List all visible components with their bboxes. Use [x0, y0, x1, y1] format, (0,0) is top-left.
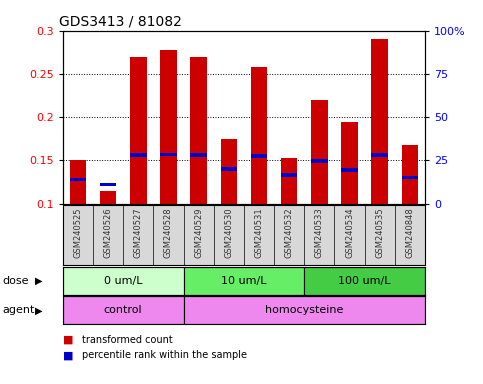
- Text: GSM240534: GSM240534: [345, 207, 354, 258]
- Bar: [221, 167, 237, 170]
- Text: GSM240526: GSM240526: [103, 207, 113, 258]
- Bar: [70, 161, 86, 204]
- Text: 10 um/L: 10 um/L: [221, 276, 267, 286]
- Bar: [70, 177, 86, 181]
- Text: ▶: ▶: [35, 276, 43, 286]
- Bar: [184, 267, 304, 295]
- Bar: [190, 153, 207, 157]
- Text: GSM240527: GSM240527: [134, 207, 143, 258]
- Bar: [160, 152, 177, 156]
- Bar: [221, 139, 237, 204]
- Bar: [100, 183, 116, 186]
- Text: ▶: ▶: [35, 305, 43, 315]
- Bar: [251, 154, 267, 158]
- Text: GSM240848: GSM240848: [405, 207, 414, 258]
- Text: agent: agent: [2, 305, 35, 315]
- Text: control: control: [104, 305, 142, 315]
- Bar: [311, 159, 327, 163]
- Bar: [341, 122, 358, 204]
- Text: transformed count: transformed count: [82, 335, 173, 345]
- Text: dose: dose: [2, 276, 29, 286]
- Bar: [130, 153, 146, 157]
- Bar: [100, 190, 116, 204]
- Text: ■: ■: [63, 335, 73, 345]
- Bar: [184, 296, 425, 324]
- Text: GSM240533: GSM240533: [315, 207, 324, 258]
- Text: ■: ■: [63, 350, 73, 361]
- Bar: [341, 168, 358, 172]
- Bar: [160, 50, 177, 204]
- Bar: [371, 153, 388, 157]
- Bar: [251, 67, 267, 204]
- Text: GSM240528: GSM240528: [164, 207, 173, 258]
- Bar: [402, 145, 418, 204]
- Text: percentile rank within the sample: percentile rank within the sample: [82, 350, 247, 361]
- Text: GSM240525: GSM240525: [73, 207, 83, 258]
- Text: 100 um/L: 100 um/L: [339, 276, 391, 286]
- Bar: [190, 56, 207, 204]
- Bar: [371, 39, 388, 204]
- Bar: [281, 173, 298, 177]
- Text: GSM240532: GSM240532: [284, 207, 294, 258]
- Bar: [311, 100, 327, 204]
- Text: GSM240530: GSM240530: [224, 207, 233, 258]
- Text: GSM240529: GSM240529: [194, 207, 203, 258]
- Bar: [63, 267, 184, 295]
- Bar: [402, 176, 418, 179]
- Text: 0 um/L: 0 um/L: [104, 276, 142, 286]
- Text: homocysteine: homocysteine: [265, 305, 343, 315]
- Text: GDS3413 / 81082: GDS3413 / 81082: [59, 14, 182, 28]
- Bar: [281, 158, 298, 204]
- Text: GSM240531: GSM240531: [255, 207, 264, 258]
- Bar: [130, 56, 146, 204]
- Bar: [304, 267, 425, 295]
- Bar: [63, 296, 184, 324]
- Text: GSM240535: GSM240535: [375, 207, 384, 258]
